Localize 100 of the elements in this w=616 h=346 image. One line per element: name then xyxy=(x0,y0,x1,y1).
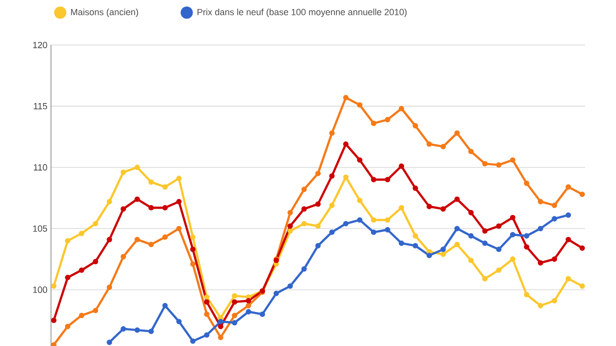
point xyxy=(426,204,432,210)
point xyxy=(468,233,474,239)
y-tick-label: 110 xyxy=(34,164,48,171)
point xyxy=(190,261,196,267)
point xyxy=(176,198,182,204)
point xyxy=(329,202,335,208)
point xyxy=(510,157,516,163)
point xyxy=(580,283,585,289)
point xyxy=(440,246,446,252)
point xyxy=(370,230,376,235)
point xyxy=(566,212,572,218)
point xyxy=(357,198,362,204)
point xyxy=(218,334,224,340)
point xyxy=(218,318,224,324)
point xyxy=(162,234,168,240)
point xyxy=(426,252,432,258)
point xyxy=(566,236,572,242)
point xyxy=(246,298,252,304)
point xyxy=(412,233,418,239)
point xyxy=(454,130,460,136)
point xyxy=(412,123,418,128)
y-tick-label: 100 xyxy=(33,286,48,293)
point xyxy=(580,245,585,251)
point xyxy=(190,338,196,344)
point xyxy=(412,185,418,191)
point xyxy=(552,202,558,208)
point xyxy=(384,227,390,232)
point xyxy=(384,116,390,122)
point xyxy=(315,242,321,248)
point xyxy=(454,242,460,248)
point xyxy=(398,163,404,169)
point xyxy=(148,242,154,248)
point xyxy=(398,240,404,246)
point xyxy=(301,220,307,226)
point xyxy=(232,320,238,326)
point xyxy=(246,302,252,308)
point xyxy=(440,144,446,150)
point xyxy=(426,141,432,147)
point xyxy=(370,176,376,182)
point xyxy=(78,267,84,273)
point xyxy=(64,238,70,244)
point xyxy=(106,340,112,346)
point xyxy=(148,328,154,334)
point xyxy=(538,226,544,232)
point xyxy=(482,240,488,246)
point xyxy=(204,311,210,317)
point xyxy=(538,260,544,266)
point xyxy=(134,327,140,333)
point xyxy=(370,217,376,223)
point xyxy=(120,254,126,260)
y-tick-label: 105 xyxy=(33,225,48,232)
point xyxy=(566,184,572,190)
point xyxy=(482,228,488,234)
legend-label: Maisons (ancien) xyxy=(71,8,138,17)
point xyxy=(301,266,307,272)
point xyxy=(343,220,349,226)
point xyxy=(426,249,432,254)
point xyxy=(92,308,98,314)
point xyxy=(120,326,126,332)
point xyxy=(134,164,140,170)
point xyxy=(176,226,182,232)
point xyxy=(552,256,558,262)
point xyxy=(566,276,572,282)
point xyxy=(232,312,238,318)
point xyxy=(496,223,502,229)
point xyxy=(287,210,293,216)
legend-label: Prix dans le neuf (base 100 moyenne annuelle 2010) xyxy=(198,8,407,17)
point xyxy=(64,324,70,330)
point xyxy=(315,201,321,207)
point xyxy=(440,206,446,212)
point xyxy=(482,276,488,282)
point xyxy=(287,283,293,289)
point xyxy=(106,198,112,204)
point xyxy=(329,173,335,179)
point xyxy=(190,234,196,240)
point xyxy=(510,214,516,220)
point xyxy=(496,162,502,168)
point xyxy=(412,242,418,248)
point xyxy=(468,210,474,216)
point xyxy=(51,342,56,346)
point xyxy=(204,332,210,338)
point xyxy=(329,130,335,136)
point xyxy=(343,141,349,147)
point xyxy=(274,290,279,296)
point xyxy=(176,176,182,182)
point xyxy=(496,267,502,273)
point xyxy=(246,309,252,314)
point xyxy=(384,176,390,182)
point xyxy=(552,216,558,222)
point xyxy=(440,252,446,257)
point xyxy=(524,244,530,250)
point xyxy=(78,230,84,236)
point xyxy=(51,318,56,324)
point xyxy=(398,106,404,112)
point xyxy=(162,184,168,190)
point xyxy=(370,120,376,126)
point xyxy=(190,246,196,252)
point xyxy=(552,298,558,304)
point xyxy=(357,102,362,108)
point xyxy=(148,205,154,210)
